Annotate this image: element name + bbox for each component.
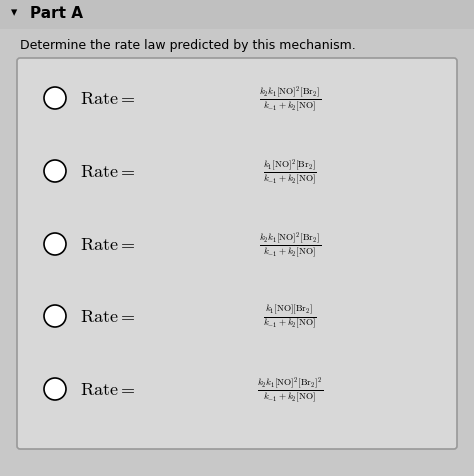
Text: $\frac{k_1 [\mathrm{NO}][\mathrm{Br}_2]}{k_{-1}+k_2[\mathrm{NO}]}$: $\frac{k_1 [\mathrm{NO}][\mathrm{Br}_2]}… (263, 303, 317, 330)
Text: Part A: Part A (30, 6, 83, 20)
Text: $\mathrm{Rate} =$: $\mathrm{Rate} =$ (80, 307, 136, 325)
Circle shape (44, 378, 66, 400)
Text: $\mathrm{Rate} =$: $\mathrm{Rate} =$ (80, 380, 136, 398)
Circle shape (44, 161, 66, 183)
Text: $\frac{k_1 [\mathrm{NO}]^2[\mathrm{Br}_2]}{k_{-1}+k_2[\mathrm{NO}]}$: $\frac{k_1 [\mathrm{NO}]^2[\mathrm{Br}_2… (263, 157, 317, 187)
Bar (0, 0, 474, 30)
FancyBboxPatch shape (17, 59, 457, 449)
Text: $\blacktriangledown$: $\blacktriangledown$ (10, 7, 18, 20)
Text: $\mathrm{Rate} =$: $\mathrm{Rate} =$ (80, 90, 136, 108)
Text: Determine the rate law predicted by this mechanism.: Determine the rate law predicted by this… (20, 39, 356, 51)
Text: $\mathrm{Rate} =$: $\mathrm{Rate} =$ (80, 236, 136, 253)
Circle shape (44, 306, 66, 327)
Text: $\mathrm{Rate} =$: $\mathrm{Rate} =$ (80, 163, 136, 180)
Text: $\frac{k_2 k_1 [\mathrm{NO}]^2[\mathrm{Br}_2]}{k_{-1}+k_2[\mathrm{NO}]}$: $\frac{k_2 k_1 [\mathrm{NO}]^2[\mathrm{B… (259, 230, 321, 259)
Circle shape (44, 234, 66, 256)
Circle shape (44, 88, 66, 110)
Text: $\frac{k_2 k_1 [\mathrm{NO}]^2[\mathrm{Br}_2]^2}{k_{-1}+k_2[\mathrm{NO}]}$: $\frac{k_2 k_1 [\mathrm{NO}]^2[\mathrm{B… (257, 375, 323, 404)
Text: $\frac{k_2 k_1 [\mathrm{NO}]^2[\mathrm{Br}_2]}{k_{-1}+k_2[\mathrm{NO}]}$: $\frac{k_2 k_1 [\mathrm{NO}]^2[\mathrm{B… (259, 84, 321, 114)
